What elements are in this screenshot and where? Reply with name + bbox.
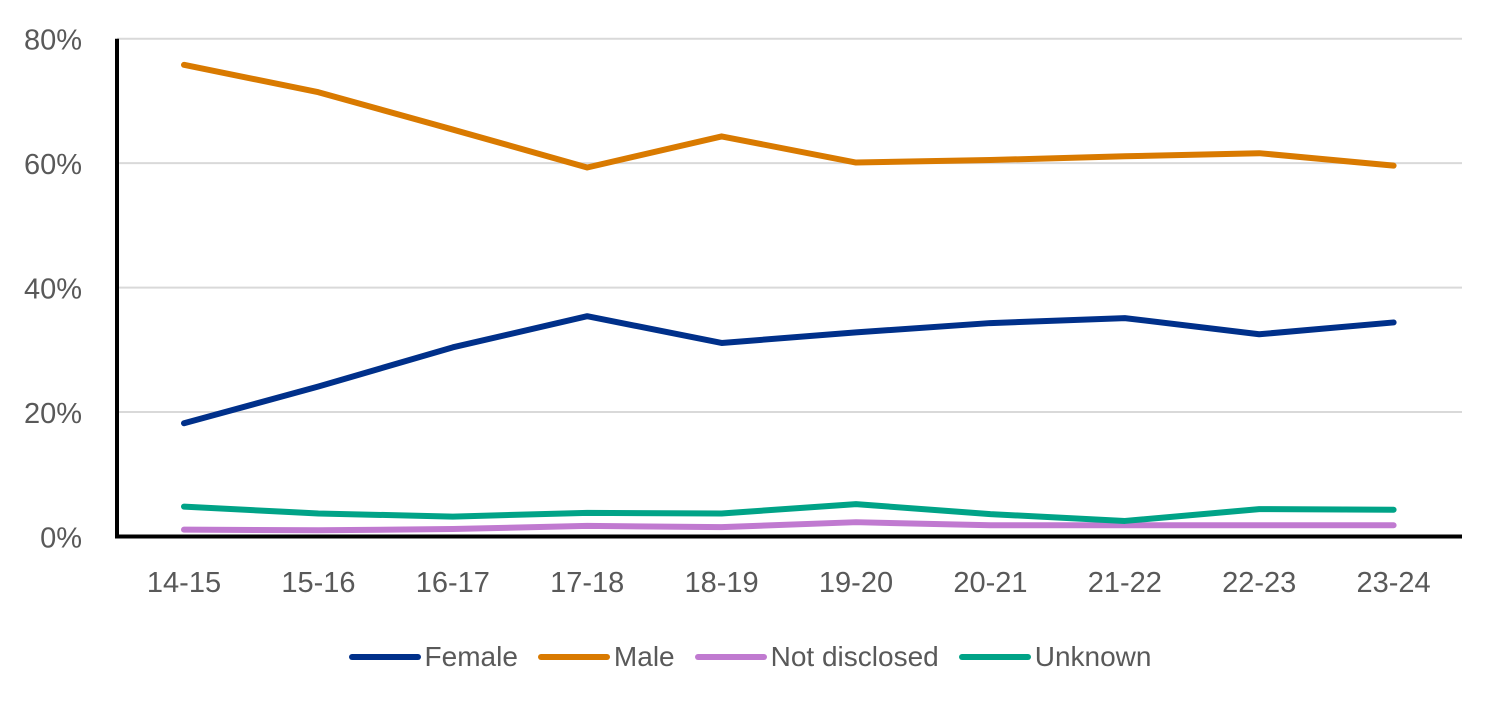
- y-axis-ticks: 0% 20% 40% 60% 80%: [24, 25, 82, 555]
- legend-swatch: [537, 654, 610, 660]
- x-tick-label: 22-23: [1222, 567, 1296, 599]
- legend-swatch: [348, 654, 421, 660]
- y-tick-label: 60%: [24, 149, 82, 181]
- y-tick-label: 0%: [40, 523, 82, 555]
- x-tick-label: 23-24: [1357, 567, 1431, 599]
- series-line-unknown: [181, 501, 1397, 524]
- legend-item-female: Female: [348, 641, 518, 673]
- series-lines: [181, 61, 1397, 534]
- x-tick-label: 15-16: [281, 567, 355, 599]
- legend-label: Unknown: [1034, 641, 1152, 672]
- legend-item-unknown: Unknown: [958, 641, 1152, 673]
- gridlines: [117, 37, 1462, 414]
- series-line-female: [181, 313, 1397, 427]
- y-tick-label: 20%: [24, 398, 82, 430]
- y-tick-label: 80%: [24, 25, 82, 57]
- x-tick-label: 17-18: [550, 567, 624, 599]
- legend: Female Male Not disclosed Unknown: [0, 632, 1500, 682]
- y-tick-label: 40%: [24, 274, 82, 306]
- legend-item-male: Male: [537, 641, 675, 673]
- x-tick-label: 18-19: [685, 567, 759, 599]
- x-tick-label: 14-15: [147, 567, 221, 599]
- x-tick-label: 16-17: [416, 567, 490, 599]
- legend-item-not-disclosed: Not disclosed: [694, 641, 939, 673]
- x-tick-label: 20-21: [953, 567, 1027, 599]
- legend-label: Not disclosed: [770, 641, 939, 672]
- series-line-male: [181, 61, 1397, 171]
- x-tick-label: 19-20: [819, 567, 893, 599]
- series-line-not-disclosed: [181, 519, 1397, 534]
- legend-label: Female: [424, 641, 518, 672]
- legend-swatch: [958, 654, 1031, 660]
- x-tick-label: 21-22: [1088, 567, 1162, 599]
- x-axis-ticks: 14-15 15-16 16-17 17-18 18-19 19-20 20-21 21-22…: [147, 567, 1431, 599]
- legend-swatch: [694, 654, 767, 660]
- legend-label: Male: [613, 641, 675, 672]
